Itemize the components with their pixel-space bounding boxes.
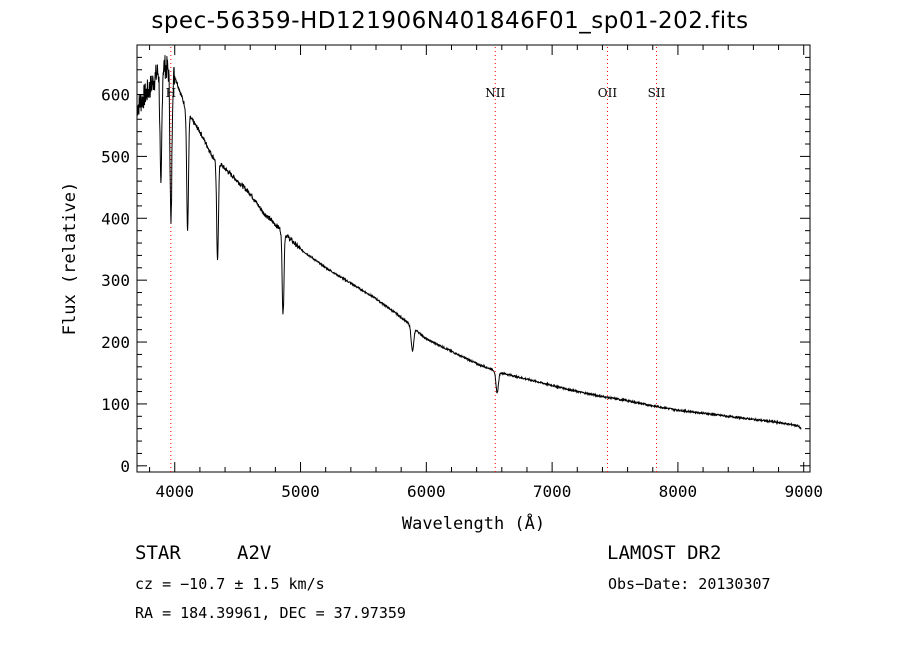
chart-title: spec-56359-HD121906N401846F01_sp01-202.f…: [151, 8, 749, 34]
y-axis-label: Flux (relative): [60, 182, 80, 336]
x-axis-label: Wavelength (Å): [402, 512, 545, 534]
y-tick-label: 0: [120, 457, 130, 476]
x-tick-label: 6000: [407, 482, 446, 501]
y-tick-label: 100: [101, 395, 130, 414]
y-tick-label: 300: [101, 271, 130, 290]
plot-frame: [136, 44, 811, 473]
obs-date-text: Obs−Date: 20130307: [608, 575, 771, 593]
x-tick-label: 8000: [659, 482, 698, 501]
x-tick-label: 7000: [533, 482, 572, 501]
radec-text: RA = 184.39961, DEC = 37.97359: [135, 604, 406, 622]
spectrum-line: [136, 55, 802, 430]
x-tick-label: 9000: [784, 482, 823, 501]
y-tick-label: 400: [101, 209, 130, 228]
object-subclass: A2V: [237, 542, 272, 564]
x-tick-label: 5000: [281, 482, 320, 501]
line-marker-label: H: [166, 86, 176, 100]
x-tick-label: 4000: [155, 482, 194, 501]
line-marker-label: NII: [485, 86, 505, 100]
y-tick-label: 500: [101, 147, 130, 166]
survey-label: LAMOST DR2: [607, 542, 722, 564]
object-class: STAR: [135, 542, 181, 564]
y-tick-label: 200: [101, 333, 130, 352]
redshift-text: cz = −10.7 ± 1.5 km/s: [135, 575, 325, 593]
line-marker-label: OII: [598, 86, 618, 100]
line-marker-label: SII: [648, 86, 666, 100]
y-tick-label: 600: [101, 86, 130, 105]
